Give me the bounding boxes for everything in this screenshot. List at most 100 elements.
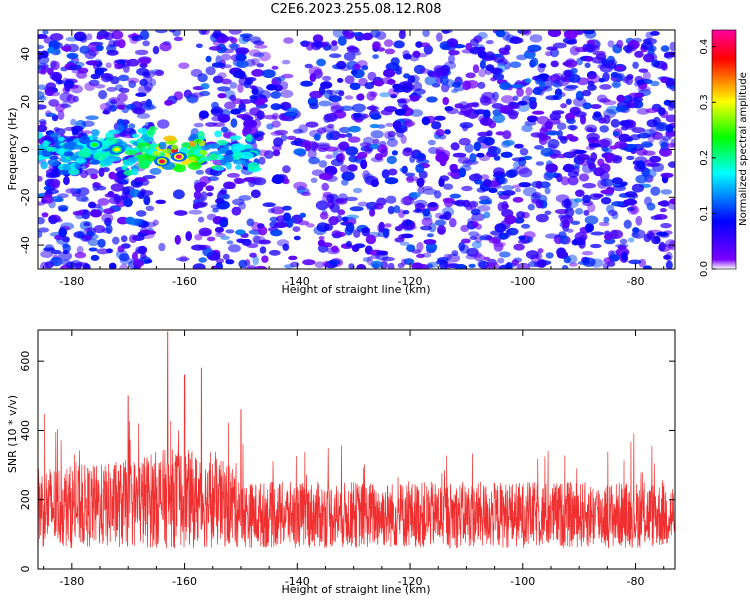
spectrogram-cell [560,176,570,186]
spectrogram-cell [304,63,313,69]
spectrogram-signal-cell [59,169,69,176]
spectrogram-panel: -180 -160 -140 -120 -100 -80 -40 -20 0 20 40 Heig… [6,29,676,296]
spectrogram-cell [192,204,200,210]
spectrogram-cell [527,115,538,123]
spectrogram-cell [380,109,393,116]
spectrogram-cell [504,214,517,225]
spectrogram-cell [422,30,430,38]
spectrogram-signal-cell [38,150,43,156]
y-tick-label: 0 [19,566,32,573]
spectrogram-signal-cell [152,150,161,156]
spectrogram-cell [410,109,424,117]
y-tick-label: 400 [19,420,32,441]
spectrogram-hotspot [113,147,120,152]
spectrogram-cell [51,195,64,202]
spectrogram-signal-cell [121,165,128,171]
spectrogram-cell [134,177,147,183]
spectrogram-cell [648,45,657,52]
spectrogram-signal-cell [163,135,177,142]
spectrogram-cell [84,168,99,176]
spectrogram-cell [116,118,124,126]
spectrogram-cell [328,259,341,266]
spectrogram-cell [63,176,70,186]
spectrogram-cell [347,164,358,172]
spectrogram-cell [598,221,610,227]
spectrogram-cell [362,32,373,41]
spectrogram-cell [486,262,500,269]
spectrogram-cell [118,74,130,82]
spectrogram-cell [669,198,675,205]
spectrogram-cell [488,237,500,244]
spectrogram-cell [502,130,512,140]
spectrogram-cell [348,125,361,133]
spectrogram-cell [502,203,509,209]
spectrogram-cell [385,195,397,204]
spectrogram-cell [339,126,351,134]
spectrogram-cell [590,152,598,162]
spectrogram-cell [237,83,244,93]
spectrogram-cell [233,177,243,184]
snr-series-line [38,331,675,549]
spectrogram-cell [66,94,76,104]
spectrogram-cell [584,62,591,69]
spectrogram-cell [357,93,365,101]
spectrogram-cell [568,262,578,267]
spectrogram-cell [198,30,207,35]
spectrogram-cell [215,36,229,44]
spectrogram-cell [38,95,47,101]
spectrogram-cell [545,252,554,259]
spectrogram-cell [309,102,319,110]
spectrogram-cell [243,177,257,182]
spectrogram-cell [477,259,486,268]
spectrogram-cell [603,216,610,223]
spectrogram-cell [423,239,437,245]
spectrogram-cell [305,41,314,51]
y-tick-label: 200 [19,489,32,510]
spectrogram-cell [476,205,491,212]
spectrogram-cell [492,91,499,101]
spectrogram-cell [539,135,552,141]
spectrogram-cell [280,89,294,98]
spectrogram-cell [235,53,247,62]
spectrogram-cell [534,145,544,150]
spectrogram-cell [535,199,544,209]
spectrogram-cell [582,257,596,268]
spectrogram-cell [538,81,546,90]
spectrogram-cell [324,113,338,122]
spectrogram-cell [48,99,60,107]
spectrogram-cell [469,153,477,163]
spectrogram-cell [121,186,131,196]
spectrogram-cell [344,95,354,100]
spectrogram-cell [369,208,376,217]
spectrogram-cell [318,172,333,181]
spectrogram-cell [72,210,85,216]
spectrogram-cell [631,183,645,193]
spectrogram-cell [499,251,511,258]
spectrogram-cell [88,201,96,209]
spectrogram-cell [226,182,236,190]
spectrogram-cell [525,87,533,96]
spectrogram-cell [377,47,386,52]
spectrogram-cell [58,227,67,238]
spectrogram-signal-cell [198,149,207,155]
spectrogram-cell [356,264,367,269]
spectrogram-cell [400,134,407,144]
spectrogram-cell [576,57,584,66]
spectrogram-cell [543,171,554,181]
spectrogram-cell [428,71,441,78]
spectrogram-cell [254,44,268,49]
spectrogram-cell [341,216,349,222]
spectrogram-cell [202,247,214,257]
spectrogram-cell [610,71,619,78]
y-tick-label: -20 [19,188,32,206]
x-tick-label: -120 [398,575,423,588]
y-tick-label: 600 [19,351,32,372]
spectrogram-cell [459,244,470,254]
spectrogram-cell [545,51,553,57]
spectrogram-cell [511,157,526,162]
spectrogram-cell [492,113,506,124]
figure-title: C2E6.2023.255.08.12.R08 [270,2,442,17]
spectrogram-cell [514,188,522,193]
spectrogram-cell [422,208,431,217]
spectrogram-cell [306,141,319,150]
